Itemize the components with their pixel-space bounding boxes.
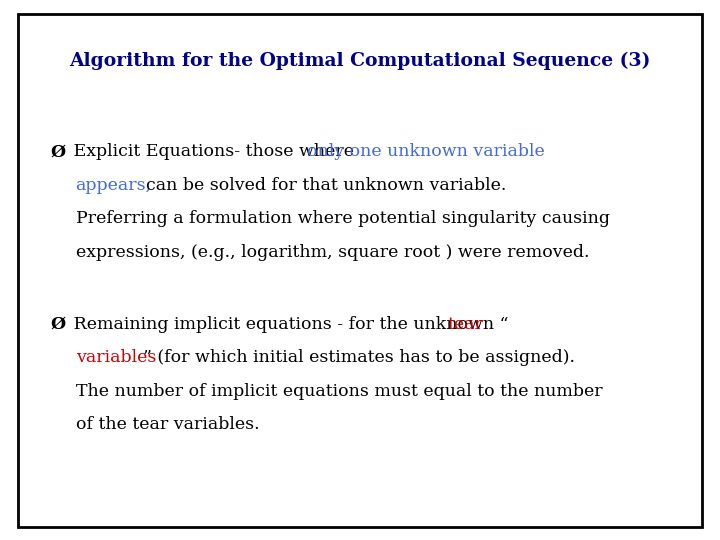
Text: Explicit Equations- those where: Explicit Equations- those where — [68, 143, 360, 160]
Text: tear: tear — [448, 316, 484, 333]
Text: Ø: Ø — [50, 143, 66, 160]
Text: ” (for which initial estimates has to be assigned).: ” (for which initial estimates has to be… — [143, 349, 575, 366]
FancyBboxPatch shape — [18, 14, 702, 526]
Text: can be solved for that unknown variable.: can be solved for that unknown variable. — [135, 177, 507, 193]
Text: The number of implicit equations must equal to the number: The number of implicit equations must eq… — [76, 383, 602, 400]
Text: Ø: Ø — [50, 316, 66, 333]
Text: variables: variables — [76, 349, 156, 366]
Text: Preferring a formulation where potential singularity causing: Preferring a formulation where potential… — [76, 210, 610, 227]
Text: only one unknown variable: only one unknown variable — [307, 143, 545, 160]
Text: of the tear variables.: of the tear variables. — [76, 416, 259, 433]
Text: appears,: appears, — [76, 177, 152, 193]
Text: Remaining implicit equations - for the unknown “: Remaining implicit equations - for the u… — [68, 316, 509, 333]
Text: expressions, (e.g., logarithm, square root ) were removed.: expressions, (e.g., logarithm, square ro… — [76, 244, 589, 260]
Text: Algorithm for the Optimal Computational Sequence (3): Algorithm for the Optimal Computational … — [69, 51, 651, 70]
